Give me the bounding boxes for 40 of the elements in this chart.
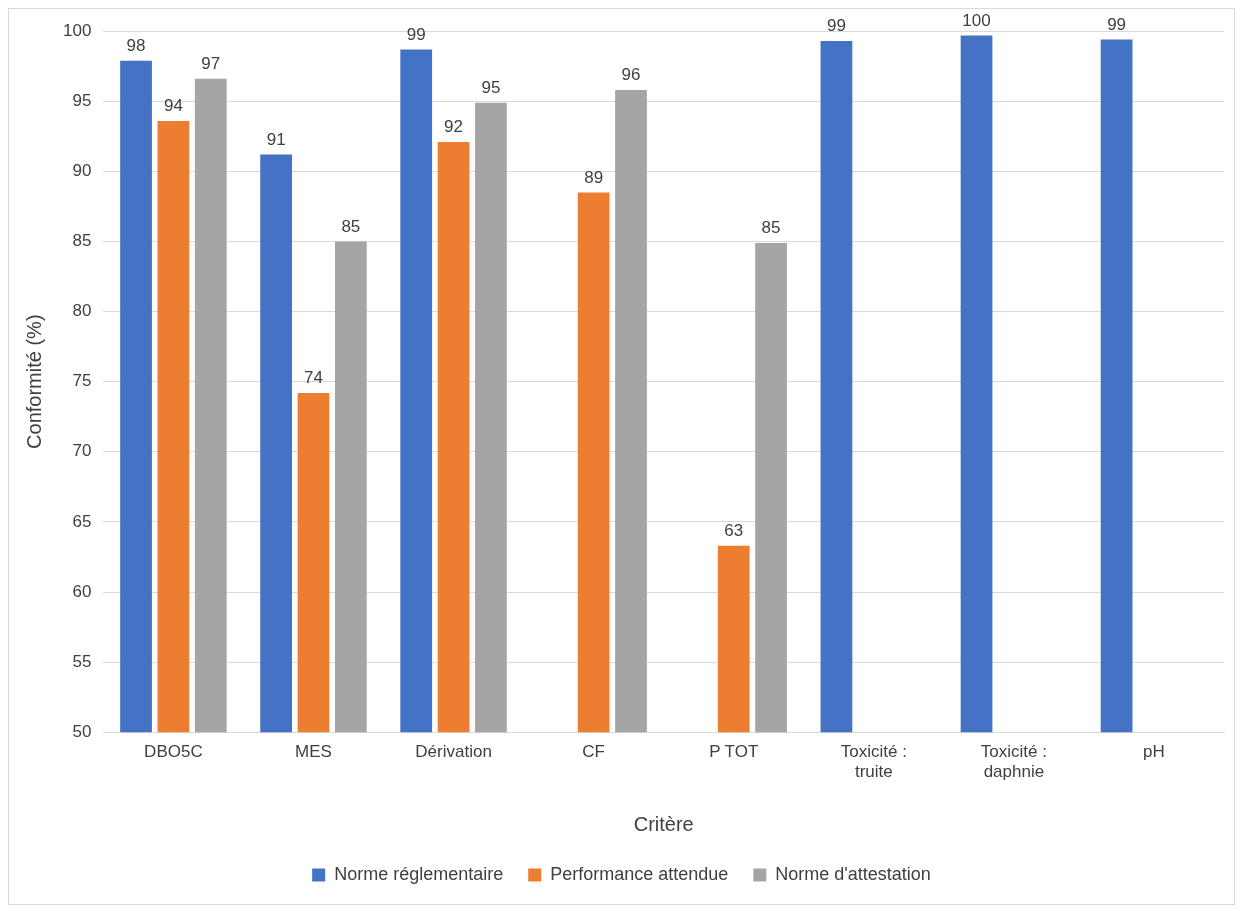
data-label: 92 bbox=[444, 117, 464, 137]
legend-label: Norme d'attestation bbox=[775, 863, 931, 884]
data-label: 99 bbox=[1107, 14, 1127, 34]
x-axis-title: Critère bbox=[633, 812, 694, 835]
data-label: 91 bbox=[266, 129, 286, 149]
x-tick-label: Dérivation bbox=[415, 742, 492, 762]
data-label: 94 bbox=[163, 96, 183, 116]
data-label: 74 bbox=[304, 368, 323, 388]
data-label: 99 bbox=[826, 16, 846, 36]
y-tick-label: 90 bbox=[72, 161, 92, 181]
data-label: 96 bbox=[621, 65, 641, 85]
data-label: 85 bbox=[341, 216, 361, 236]
legend-label: Performance attendue bbox=[550, 863, 729, 884]
y-tick-label: 75 bbox=[72, 371, 92, 391]
data-label: 85 bbox=[761, 218, 781, 238]
x-tick-label: P TOT bbox=[709, 742, 759, 762]
x-tick-label: MES bbox=[295, 742, 332, 762]
y-tick-label: 65 bbox=[72, 511, 92, 531]
data-label: 100 bbox=[962, 10, 991, 30]
y-tick-label: 60 bbox=[72, 581, 92, 601]
y-tick-label: 55 bbox=[72, 651, 92, 671]
y-axis-title: Conformité (%) bbox=[22, 314, 45, 449]
data-label: 95 bbox=[481, 77, 501, 97]
x-tick-label: pH bbox=[1143, 742, 1165, 762]
y-tick-label: 80 bbox=[72, 301, 92, 321]
data-label: 89 bbox=[584, 167, 604, 187]
data-label: 99 bbox=[406, 24, 426, 44]
x-tick-label: Toxicité : daphnie bbox=[980, 742, 1047, 782]
legend-label: Norme réglementaire bbox=[334, 863, 504, 884]
x-tick-label: DBO5C bbox=[144, 742, 203, 762]
data-label: 98 bbox=[126, 35, 146, 55]
y-tick-label: 85 bbox=[72, 231, 92, 251]
data-label: 63 bbox=[724, 520, 744, 540]
y-tick-label: 95 bbox=[72, 90, 92, 110]
y-tick-label: 100 bbox=[62, 20, 92, 40]
x-tick-label: CF bbox=[582, 742, 605, 762]
y-tick-label: 70 bbox=[72, 441, 92, 461]
data-label: 97 bbox=[201, 54, 221, 74]
y-tick-label: 50 bbox=[72, 721, 92, 741]
x-tick-label: Toxicité : truite bbox=[840, 742, 907, 782]
